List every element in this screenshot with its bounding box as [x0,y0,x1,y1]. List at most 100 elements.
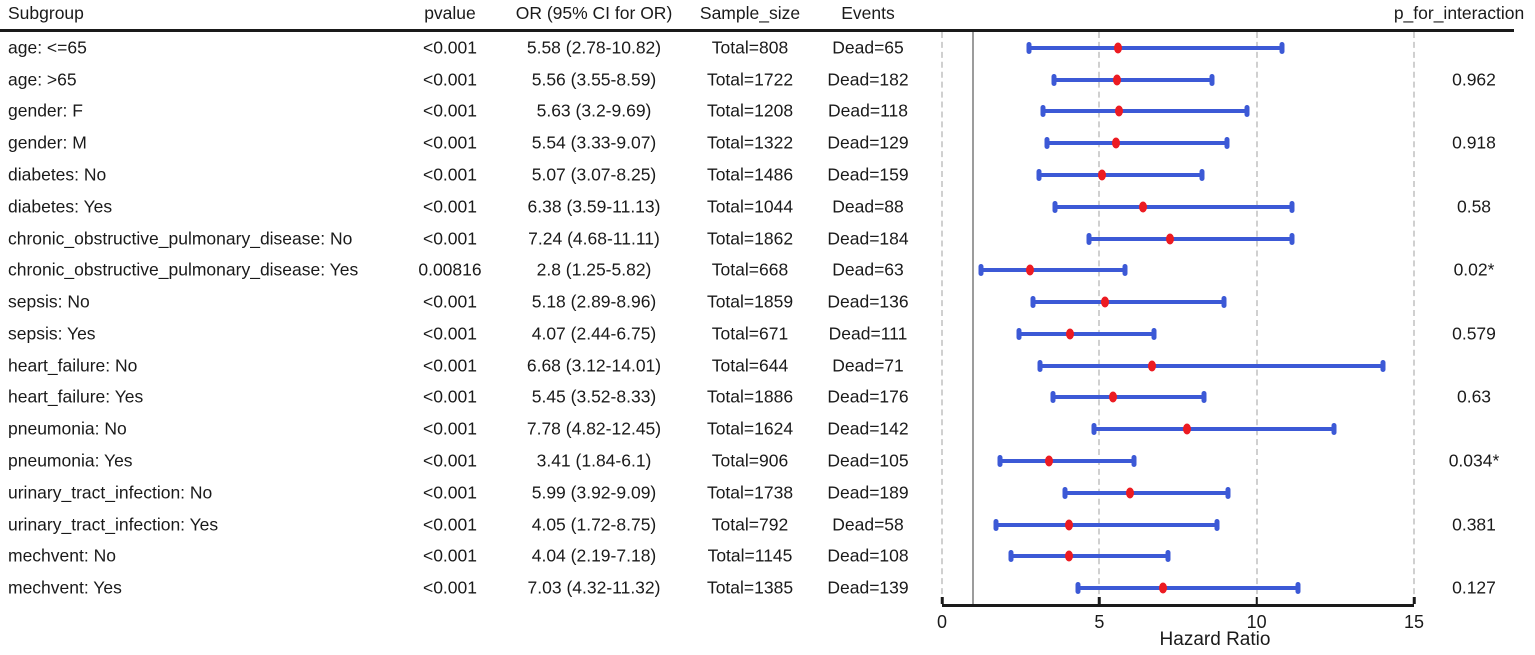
gridline [1413,32,1415,604]
pvalue-cell: <0.001 [422,196,477,217]
sample-size-cell: Total=1208 [706,100,794,121]
subgroup-label: pneumonia: Yes [8,450,133,471]
ci-cap-high [1221,296,1227,309]
subgroup-label: sepsis: No [8,291,90,312]
point-estimate-marker [1112,137,1121,149]
point-estimate-marker [1159,582,1168,594]
table-row: chronic_obstructive_pulmonary_disease: N… [0,223,1535,255]
ci-cap-low [1008,550,1014,563]
ci-bar [1032,300,1224,305]
sample-size-cell: Total=671 [711,323,789,344]
ci-bar [1029,45,1283,50]
point-estimate-marker [1045,455,1054,467]
header-divider [0,29,1514,32]
ci-cap-high [1214,518,1220,531]
ci-cap-low [1016,327,1022,340]
pvalue-cell: <0.001 [422,386,477,407]
sample-size-cell: Total=668 [711,259,789,280]
or-ci-cell: 5.56 (3.55-8.59) [531,69,657,90]
confidence-interval [942,32,1414,64]
ci-cap-high [1209,73,1215,86]
table-row: mechvent: Yes <0.001 7.03 (4.32-11.32) Tota… [0,572,1535,604]
point-estimate-marker [1065,550,1074,562]
or-ci-cell: 4.05 (1.72-8.75) [531,514,657,535]
pvalue-cell: <0.001 [422,164,477,185]
or-ci-cell: 7.03 (4.32-11.32) [527,577,661,598]
point-estimate-marker [1100,296,1109,308]
p-interaction-cell: 0.034* [1448,450,1500,471]
ci-cap-high [1122,264,1128,277]
ci-bar [996,522,1218,527]
table-row: gender: M <0.001 5.54 (3.33-9.07) Total=132… [0,127,1535,159]
ci-bar [1093,427,1334,432]
subgroup-label: mechvent: No [8,545,116,566]
ci-cap-high [1279,41,1285,54]
ci-cap-low [978,264,984,277]
or-ci-cell: 7.24 (4.68-11.11) [528,228,660,249]
ci-cap-low [993,518,999,531]
or-ci-cell: 5.63 (3.2-9.69) [536,100,652,121]
events-cell: Dead=58 [832,514,904,535]
gridline [941,32,943,604]
axis-tick-label: 0 [936,612,948,632]
p-interaction-cell: 0.962 [1452,69,1496,90]
ci-cap-low [1075,582,1081,595]
or-ci-cell: 6.38 (3.59-11.13) [527,196,661,217]
pvalue-cell: <0.001 [422,482,477,503]
sample-size-cell: Total=1862 [706,228,794,249]
subgroup-label: mechvent: Yes [8,577,122,598]
point-estimate-marker [1066,328,1075,340]
confidence-interval [942,127,1414,159]
pvalue-cell: <0.001 [422,545,477,566]
ci-cap-high [1165,550,1171,563]
ci-cap-high [1201,391,1207,404]
events-cell: Dead=159 [827,164,909,185]
table-row: urinary_tract_infection: No <0.001 5.99 (3… [0,477,1535,509]
subgroup-label: heart_failure: Yes [8,386,144,407]
p-interaction-cell: 0.579 [1452,323,1496,344]
ci-bar [1053,77,1213,82]
table-rows: age: <=65 <0.001 5.58 (2.78-10.82) Total=80… [0,32,1535,604]
axis-tick [1412,597,1416,604]
or-ci-cell: 7.78 (4.82-12.45) [526,418,662,439]
p-interaction-cell: 0.58 [1456,196,1492,217]
axis-tick [940,597,944,604]
point-estimate-marker [1165,233,1174,245]
confidence-interval [942,350,1414,382]
ci-cap-low [1086,232,1092,245]
table-row: sepsis: No <0.001 5.18 (2.89-8.96) Total=18… [0,286,1535,318]
ci-bar [1040,363,1383,368]
or-ci-cell: 5.99 (3.92-9.09) [531,482,657,503]
reference-line [972,32,975,604]
events-cell: Dead=136 [827,291,909,312]
ci-cap-high [1289,232,1295,245]
point-estimate-marker [1126,487,1135,499]
events-cell: Dead=105 [827,450,909,471]
axis-tick [1098,597,1101,604]
ci-cap-high [1224,137,1230,150]
p-interaction-cell: 0.381 [1452,514,1496,535]
subgroup-label: chronic_obstructive_pulmonary_disease: N… [8,228,353,249]
table-row: diabetes: No <0.001 5.07 (3.07-8.25) Total=… [0,159,1535,191]
axis-tick-label: 15 [1403,612,1425,632]
p-interaction-cell: 0.63 [1456,386,1492,407]
confidence-interval [942,572,1414,604]
confidence-interval [942,191,1414,223]
events-cell: Dead=184 [827,228,909,249]
subgroup-label: diabetes: Yes [8,196,113,217]
ci-cap-low [1040,105,1046,118]
point-estimate-marker [1113,42,1122,54]
point-estimate-marker [1097,169,1106,181]
column-header-events: Events [841,3,895,23]
pvalue-cell: <0.001 [422,100,477,121]
ci-bar [1038,173,1202,178]
column-header-or-ci: OR (95% CI for OR) [515,3,673,23]
ci-cap-low [1030,296,1036,309]
confidence-interval [942,477,1414,509]
ci-cap-low [1037,359,1043,372]
sample-size-cell: Total=1722 [706,69,794,90]
table-row: age: <=65 <0.001 5.58 (2.78-10.82) Total=80… [0,32,1535,64]
pvalue-cell: 0.00816 [418,259,482,280]
confidence-interval [942,382,1414,414]
ci-cap-high [1295,582,1301,595]
